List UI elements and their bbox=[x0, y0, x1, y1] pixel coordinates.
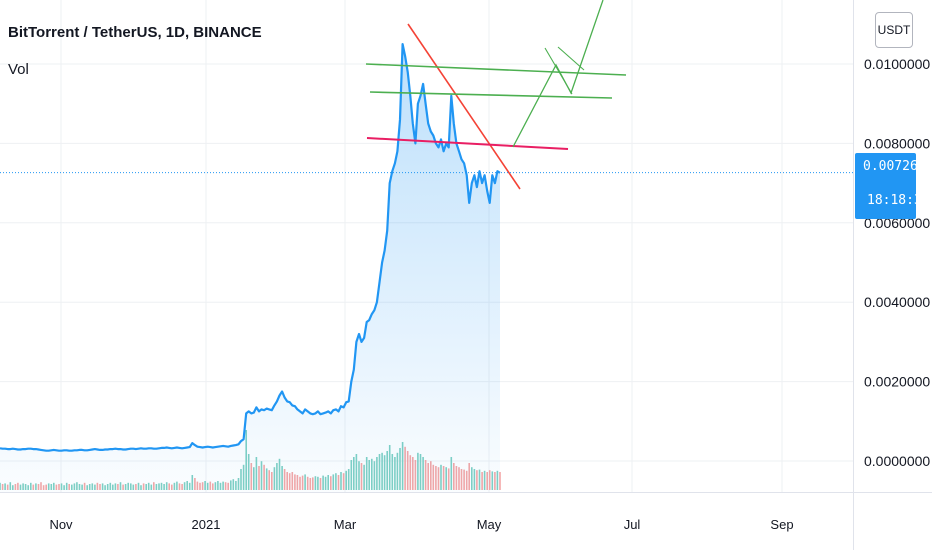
price-line-group bbox=[0, 43, 501, 452]
x-tick-label: Sep bbox=[770, 517, 793, 532]
price-area bbox=[0, 44, 500, 492]
x-tick-label: 2021 bbox=[192, 517, 221, 532]
last-price-tag: 0.0072649 18:18:35 bbox=[855, 153, 932, 219]
volume-indicator-label[interactable]: Vol bbox=[8, 61, 29, 78]
y-tick-label: 0.0100000 bbox=[864, 56, 930, 72]
last-price-value: 0.0072649 bbox=[863, 159, 932, 174]
price-line bbox=[0, 43, 501, 452]
red-downtrend-line bbox=[407, 23, 521, 190]
symbol-title[interactable]: BitTorrent / TetherUS, 1D, BINANCE bbox=[8, 24, 262, 41]
y-tick-label: 0.0000000 bbox=[864, 453, 930, 469]
bar-close-countdown: 18:18:35 bbox=[867, 193, 930, 208]
magenta-support-line bbox=[366, 137, 569, 150]
y-tick-label: 0.0080000 bbox=[864, 135, 930, 151]
x-tick-label: Jul bbox=[624, 517, 641, 532]
currency-button[interactable]: USDT bbox=[875, 12, 913, 48]
price-area-fill bbox=[0, 44, 500, 492]
y-tick-label: 0.0020000 bbox=[864, 374, 930, 390]
green-resistance-line-lower bbox=[369, 91, 613, 99]
projection-tick-1 bbox=[544, 47, 573, 95]
trendline-drawings[interactable] bbox=[365, 0, 627, 190]
green-resistance-line-upper bbox=[365, 63, 627, 76]
projection-tick-2 bbox=[557, 46, 585, 71]
x-tick-label: May bbox=[477, 517, 502, 532]
y-tick-label: 0.0040000 bbox=[864, 294, 930, 310]
x-tick-label: Nov bbox=[49, 517, 73, 532]
x-tick-label: Mar bbox=[334, 517, 357, 532]
